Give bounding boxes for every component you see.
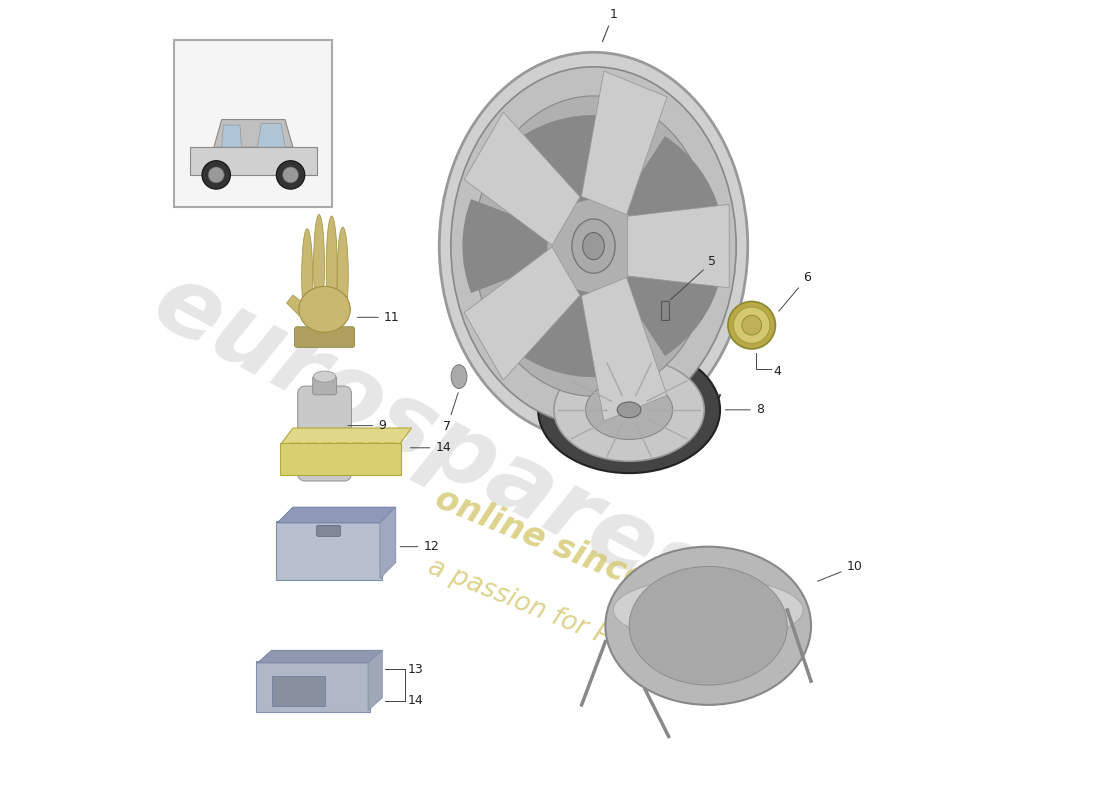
Ellipse shape bbox=[605, 546, 811, 705]
Ellipse shape bbox=[474, 96, 713, 396]
Polygon shape bbox=[287, 295, 307, 316]
Text: 5: 5 bbox=[671, 255, 716, 299]
Ellipse shape bbox=[451, 365, 466, 389]
Polygon shape bbox=[257, 650, 383, 663]
Polygon shape bbox=[368, 650, 383, 710]
Text: 6: 6 bbox=[779, 271, 811, 311]
Ellipse shape bbox=[728, 302, 776, 349]
FancyBboxPatch shape bbox=[661, 302, 670, 321]
Ellipse shape bbox=[583, 233, 604, 260]
FancyBboxPatch shape bbox=[275, 522, 382, 580]
Text: 1: 1 bbox=[603, 8, 617, 42]
Polygon shape bbox=[627, 204, 729, 288]
Polygon shape bbox=[582, 71, 667, 214]
FancyBboxPatch shape bbox=[295, 326, 354, 347]
Circle shape bbox=[202, 161, 230, 189]
Circle shape bbox=[276, 161, 305, 189]
Text: a passion for Porsches: a passion for Porsches bbox=[424, 554, 708, 690]
Circle shape bbox=[283, 167, 298, 183]
Polygon shape bbox=[277, 507, 396, 523]
FancyBboxPatch shape bbox=[273, 676, 326, 706]
Polygon shape bbox=[582, 278, 667, 421]
Circle shape bbox=[208, 167, 224, 183]
Polygon shape bbox=[282, 428, 411, 444]
Ellipse shape bbox=[314, 214, 324, 318]
Text: eurospares: eurospares bbox=[138, 254, 725, 626]
FancyBboxPatch shape bbox=[312, 376, 337, 395]
Wedge shape bbox=[512, 282, 601, 378]
Text: 11: 11 bbox=[358, 310, 399, 324]
Text: online since 1985: online since 1985 bbox=[430, 482, 749, 635]
Polygon shape bbox=[379, 507, 396, 578]
Text: 10: 10 bbox=[817, 560, 862, 582]
Text: 4: 4 bbox=[773, 365, 782, 378]
Text: 14: 14 bbox=[410, 442, 451, 454]
FancyBboxPatch shape bbox=[280, 443, 400, 474]
FancyBboxPatch shape bbox=[256, 662, 370, 712]
Text: 12: 12 bbox=[400, 540, 439, 553]
Ellipse shape bbox=[299, 286, 350, 332]
Wedge shape bbox=[462, 199, 550, 293]
Ellipse shape bbox=[629, 566, 788, 685]
Ellipse shape bbox=[301, 229, 312, 324]
Polygon shape bbox=[464, 112, 580, 245]
Ellipse shape bbox=[734, 307, 770, 343]
Polygon shape bbox=[213, 119, 293, 147]
Ellipse shape bbox=[741, 315, 761, 335]
Wedge shape bbox=[618, 136, 720, 234]
FancyBboxPatch shape bbox=[298, 386, 352, 481]
Ellipse shape bbox=[451, 67, 736, 426]
Polygon shape bbox=[464, 247, 580, 380]
Wedge shape bbox=[618, 258, 720, 356]
Ellipse shape bbox=[327, 216, 338, 319]
Text: 8: 8 bbox=[725, 403, 763, 416]
Ellipse shape bbox=[572, 219, 615, 274]
Ellipse shape bbox=[314, 371, 336, 382]
Ellipse shape bbox=[617, 402, 641, 418]
Wedge shape bbox=[512, 115, 601, 210]
Polygon shape bbox=[222, 125, 242, 147]
Ellipse shape bbox=[585, 380, 672, 439]
Ellipse shape bbox=[338, 227, 349, 322]
FancyBboxPatch shape bbox=[174, 41, 332, 206]
Text: 13: 13 bbox=[408, 662, 424, 676]
Ellipse shape bbox=[614, 578, 803, 642]
Text: 9: 9 bbox=[348, 419, 386, 432]
Polygon shape bbox=[190, 147, 317, 175]
FancyBboxPatch shape bbox=[317, 526, 340, 536]
Ellipse shape bbox=[538, 346, 720, 473]
Ellipse shape bbox=[439, 52, 748, 440]
Text: 14: 14 bbox=[408, 694, 424, 707]
Ellipse shape bbox=[554, 358, 704, 462]
Text: 7: 7 bbox=[443, 393, 459, 433]
Polygon shape bbox=[257, 123, 285, 147]
